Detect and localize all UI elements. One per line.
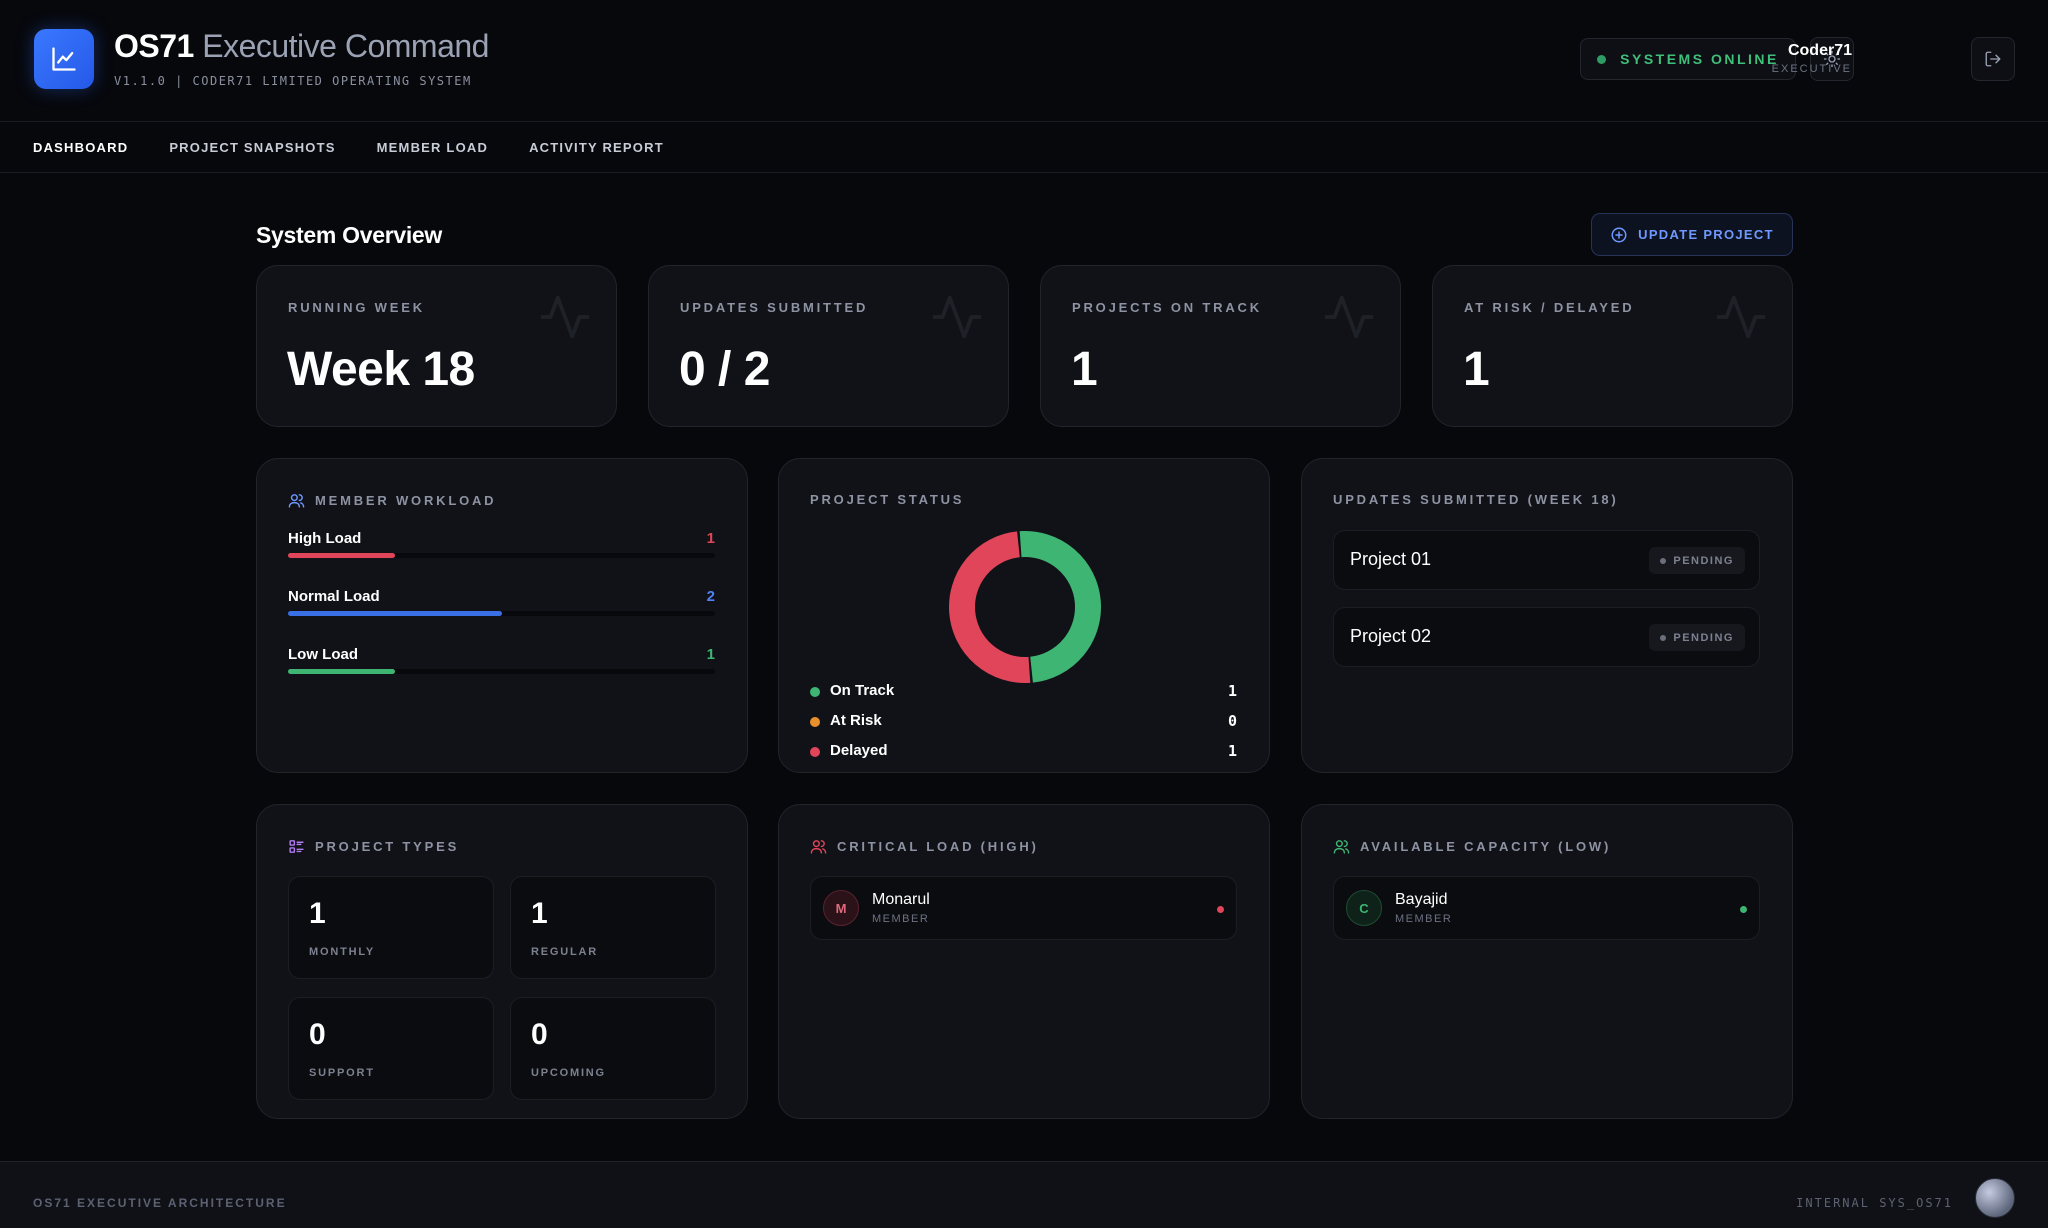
avatar: M xyxy=(823,890,859,926)
legend-dot-icon xyxy=(810,717,820,727)
user-role: EXECUTIVE xyxy=(1771,63,1852,75)
project-type-support: 0 SUPPORT xyxy=(288,997,494,1100)
legend-dot-icon xyxy=(810,747,820,757)
workload-bar-track xyxy=(288,611,715,616)
workload-bar-fill xyxy=(288,553,395,558)
project-type-upcoming: 0 UPCOMING xyxy=(510,997,716,1100)
theme-toggle-button[interactable] xyxy=(1810,37,1854,81)
stat-label: RUNNING WEEK xyxy=(288,300,425,315)
nav-activity-report[interactable]: ACTIVITY REPORT xyxy=(529,139,664,155)
users-icon xyxy=(1333,840,1350,854)
avatar: C xyxy=(1346,890,1382,926)
app-header: OS71 Executive Command V1.1.0 | CODER71 … xyxy=(0,0,2048,122)
logout-button[interactable] xyxy=(1971,37,2015,81)
status-dot-icon xyxy=(1597,54,1607,64)
workload-bar-fill xyxy=(288,669,395,674)
users-icon xyxy=(288,494,305,508)
legend-dot-icon xyxy=(810,687,820,697)
stat-label: PROJECTS ON TRACK xyxy=(1072,300,1262,315)
stat-value: 1 xyxy=(1071,343,1098,396)
page-title: System Overview xyxy=(256,222,443,248)
donut-segment-delayed xyxy=(949,531,1031,683)
project-status-donut xyxy=(949,531,1101,683)
project-type-monthly: 1 MONTHLY xyxy=(288,876,494,979)
stat-card-at-risk-delayed: AT RISK / DELAYED 1 xyxy=(1432,265,1793,427)
footer-text: OS71 EXECUTIVE ARCHITECTURE xyxy=(33,1196,287,1210)
status-badge: PENDING xyxy=(1649,624,1745,651)
critical-load-panel: CRITICAL LOAD (HIGH) M Monarul MEMBER xyxy=(778,804,1270,1119)
panel-title: PROJECT STATUS xyxy=(810,492,965,507)
update-item-project-02[interactable]: Project 02 PENDING xyxy=(1333,607,1760,667)
project-type-regular: 1 REGULAR xyxy=(510,876,716,979)
panel-title: CRITICAL LOAD (HIGH) xyxy=(810,838,1039,855)
app-subtitle: V1.1.0 | CODER71 LIMITED OPERATING SYSTE… xyxy=(114,74,472,88)
app-logo xyxy=(34,29,94,89)
workload-bar-track xyxy=(288,669,715,674)
list-icon xyxy=(289,840,304,853)
update-item-project-01[interactable]: Project 01 PENDING xyxy=(1333,530,1760,590)
nav-project-snapshots[interactable]: PROJECT SNAPSHOTS xyxy=(169,139,336,155)
stat-card-projects-on-track: PROJECTS ON TRACK 1 xyxy=(1040,265,1401,427)
panel-title: MEMBER WORKLOAD xyxy=(288,492,496,509)
nav-member-load[interactable]: MEMBER LOAD xyxy=(376,139,489,155)
status-dot-icon xyxy=(1217,906,1224,913)
workload-bar-track xyxy=(288,553,715,558)
panel-title: PROJECT TYPES xyxy=(288,838,459,855)
app-footer: OS71 EXECUTIVE ARCHITECTURE INTERNAL SYS… xyxy=(0,1161,2048,1228)
sun-icon xyxy=(1823,50,1841,68)
member-row-bayajid[interactable]: C Bayajid MEMBER xyxy=(1333,876,1760,940)
chart-line-icon xyxy=(52,47,76,71)
activity-pulse-icon xyxy=(932,295,982,339)
nav-dashboard[interactable]: DASHBOARD xyxy=(33,139,129,155)
available-capacity-panel: AVAILABLE CAPACITY (LOW) C Bayajid MEMBE… xyxy=(1301,804,1793,1119)
status-legend-delayed: Delayed 1 xyxy=(810,742,1237,762)
project-types-panel: PROJECT TYPES 1 MONTHLY 1 REGULAR 0 SUPP… xyxy=(256,804,748,1119)
panel-title: UPDATES SUBMITTED (WEEK 18) xyxy=(1333,492,1619,507)
stat-value: 0 / 2 xyxy=(679,343,770,396)
status-badge: PENDING xyxy=(1649,547,1745,574)
workload-bar-fill xyxy=(288,611,502,616)
project-status-panel: PROJECT STATUS On Track 1 At Risk 0 Dela… xyxy=(778,458,1270,773)
plus-circle-icon xyxy=(1611,227,1627,242)
status-dot-icon xyxy=(1740,906,1747,913)
member-row-monarul[interactable]: M Monarul MEMBER xyxy=(810,876,1237,940)
updates-submitted-panel: UPDATES SUBMITTED (WEEK 18) Project 01 P… xyxy=(1301,458,1793,773)
app-title: OS71 Executive Command xyxy=(114,28,489,64)
activity-pulse-icon xyxy=(1716,295,1766,339)
panel-title: AVAILABLE CAPACITY (LOW) xyxy=(1333,838,1611,855)
stat-card-updates-submitted: UPDATES SUBMITTED 0 / 2 xyxy=(648,265,1009,427)
activity-pulse-icon xyxy=(540,295,590,339)
logout-icon xyxy=(1985,51,2001,67)
main-nav: DASHBOARD PROJECT SNAPSHOTS MEMBER LOAD … xyxy=(0,122,2048,173)
stat-value: Week 18 xyxy=(287,343,475,396)
stat-label: UPDATES SUBMITTED xyxy=(680,300,869,315)
stat-label: AT RISK / DELAYED xyxy=(1464,300,1635,315)
stat-card-running-week: RUNNING WEEK Week 18 xyxy=(256,265,617,427)
member-workload-panel: MEMBER WORKLOAD High Load 1 Normal Load … xyxy=(256,458,748,773)
status-legend-at-risk: At Risk 0 xyxy=(810,712,1237,732)
status-legend-on-track: On Track 1 xyxy=(810,682,1237,702)
footer-system-id: INTERNAL SYS_OS71 xyxy=(1796,1196,1953,1210)
update-project-button[interactable]: UPDATE PROJECT xyxy=(1591,213,1793,256)
activity-pulse-icon xyxy=(1324,295,1374,339)
donut-segment-on-track xyxy=(1019,531,1101,683)
system-status-badge: SYSTEMS ONLINE xyxy=(1580,38,1796,80)
stat-value: 1 xyxy=(1463,343,1490,396)
user-name: Coder71 xyxy=(1787,42,1852,59)
avatar[interactable] xyxy=(1975,1178,2015,1218)
users-icon xyxy=(810,840,827,854)
